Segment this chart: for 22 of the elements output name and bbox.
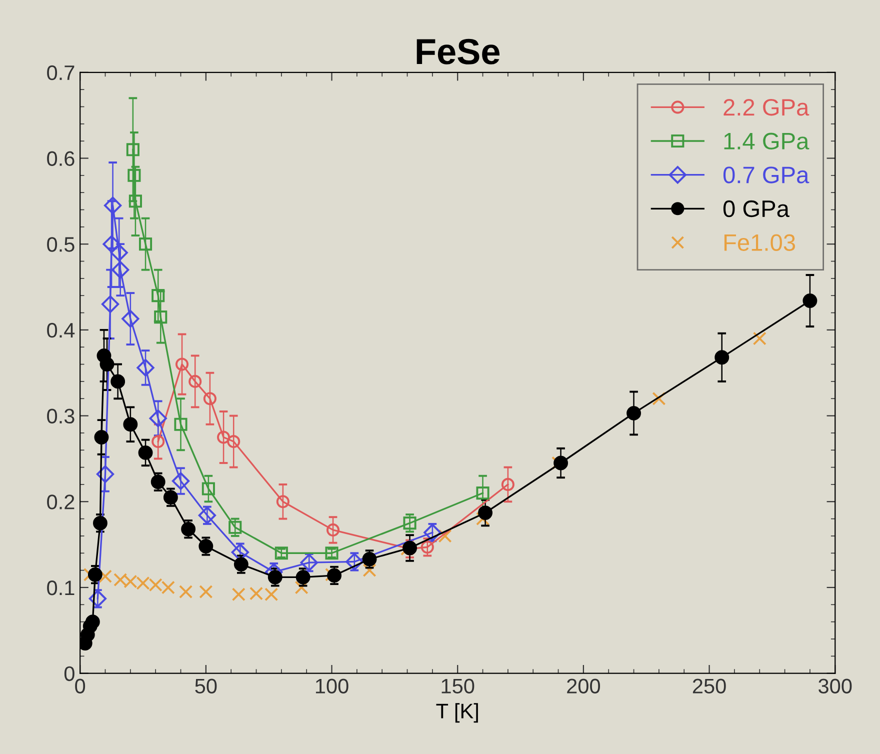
legend-label: 0 GPa [723,200,790,218]
legend-label: 2.2 GPa [724,98,810,116]
y-tick-label: 0.4 [47,322,75,338]
legend-label: 0.7 GPa [723,166,810,184]
y-tick-label: 0 [64,666,74,682]
x-tick-label: 250 [692,678,726,694]
legend-label: Fe1.03 [724,234,795,251]
x-tick-label: 200 [567,678,600,694]
x-axis-title: T [K] [436,703,478,723]
y-tick-label: 0.2 [47,494,74,510]
x-tick-label: 0 [75,678,86,694]
chart-title: FeSe [416,38,500,64]
x-tick-label: 100 [316,678,348,694]
y-tick-label: 0.6 [47,151,74,166]
x-tick-label: 300 [818,678,852,694]
y-tick-label: 0.5 [47,237,74,252]
y-tick-label: 0.7 [47,65,74,80]
legend-label: 1.4 GPa [724,132,810,150]
x-tick-label: 150 [442,678,474,694]
y-tick-label: 0.3 [47,408,74,424]
x-tick-label: 50 [195,678,217,694]
y-tick-label: 0.1 [47,580,74,596]
